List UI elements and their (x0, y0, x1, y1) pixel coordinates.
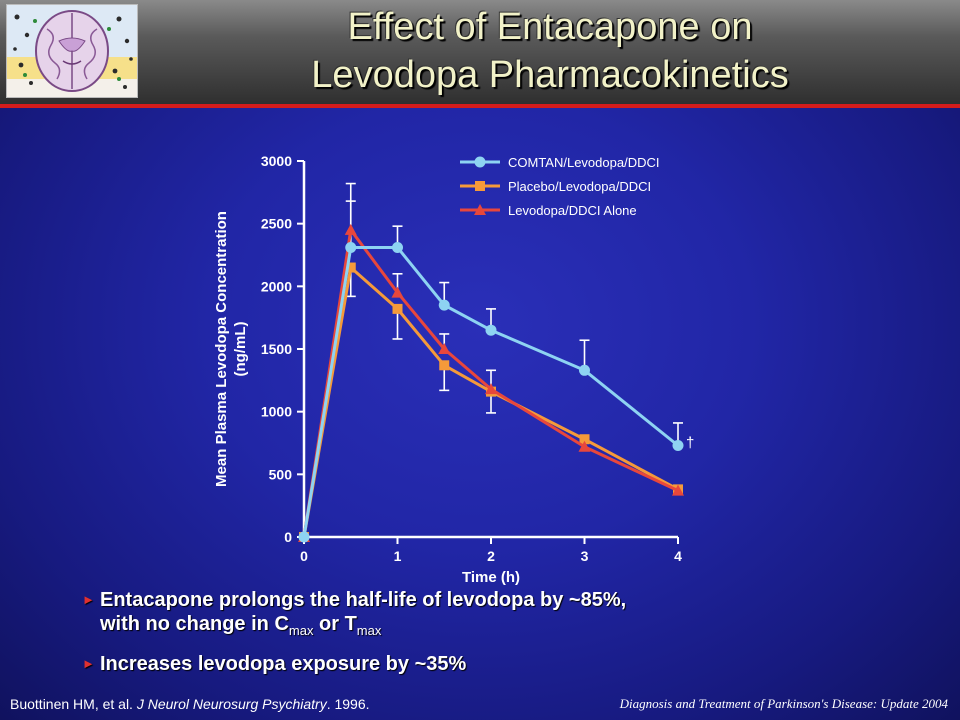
data-point-square (579, 434, 590, 445)
x-axis-label: Time (h) (462, 569, 520, 586)
x-tick-label: 3 (581, 548, 589, 564)
y-tick-label: 3000 (261, 153, 292, 169)
slide-title-line-1: Effect of Entacapone on (347, 6, 753, 48)
data-point-triangle (438, 343, 451, 354)
bullet-1-text-line-2: with no change in C (100, 613, 289, 635)
slide-header (0, 0, 960, 104)
data-point-circle (298, 531, 310, 543)
data-point-circle (438, 299, 450, 311)
data-point-triangle (485, 383, 497, 395)
slide-title-line-2: Levodopa Pharmacokinetics (311, 54, 789, 96)
data-point-circle (579, 364, 590, 376)
legend-label: Levodopa/DDCI Alone (508, 203, 637, 218)
brain-logo-image (6, 4, 138, 98)
x-tick-label: 0 (300, 548, 308, 564)
legend-marker-circle (474, 156, 486, 168)
citation-authors: Buottinen HM, et al. (10, 696, 137, 712)
footer-note: Diagnosis and Treatment of Parkinson's D… (619, 696, 948, 711)
x-tick-label: 1 (394, 548, 402, 564)
data-point-circle (345, 241, 357, 253)
y-tick-label: 0 (284, 529, 292, 545)
data-point-square (392, 303, 403, 314)
data-point-triangle (672, 484, 684, 496)
data-point-circle (672, 440, 684, 452)
legend-marker-square (475, 181, 485, 191)
y-tick-label: 500 (269, 466, 293, 482)
legend-label: COMTAN/Levodopa/DDCI (508, 155, 659, 170)
data-point-triangle (391, 286, 404, 298)
data-point-triangle (344, 223, 357, 235)
y-axis-label: Mean Plasma Levodopa Concentration (213, 211, 230, 487)
legend-marker-triangle (474, 204, 486, 215)
brain-illustration-icon (7, 5, 137, 97)
bullet-arrow-icon: ► (82, 592, 95, 607)
data-point-circle (485, 324, 497, 336)
y-tick-label: 2500 (261, 216, 292, 232)
cmax-subscript: max (288, 623, 314, 638)
tmax-subscript: max (356, 623, 382, 638)
bullet-1-text-line-1: Entacapone prolongs the half-life of lev… (100, 589, 627, 611)
bullet-item-exposure: ► Increases levodopa exposure by ~35% (82, 652, 782, 676)
data-point-square (345, 262, 356, 273)
bullet-1-text-or-t: or T (313, 613, 357, 635)
data-point-triangle (578, 440, 591, 452)
bullet-list: ► Entacapone prolongs the half-life of l… (82, 588, 782, 676)
chart-svg: 0 500 1000 1500 2000 2500 3000 0 1 2 3 4 Time (h) Mea… (213, 153, 694, 586)
x-tick-label: 2 (487, 548, 495, 564)
x-tick-label: 4 (674, 548, 682, 564)
citation-year: . 1996. (326, 696, 370, 712)
legend-label: Placebo/Levodopa/DDCI (508, 179, 651, 194)
y-tick-label: 2000 (261, 278, 292, 294)
bullet-2-text: Increases levodopa exposure by ~35% (100, 653, 467, 675)
data-point-circle (392, 241, 403, 253)
pharmacokinetics-chart: 0 500 1000 1500 2000 2500 3000 0 1 2 3 4 Time (h) Mea… (200, 140, 720, 590)
header-divider (0, 104, 960, 108)
dagger-annotation: † (686, 435, 694, 452)
bullet-item-half-life: ► Entacapone prolongs the half-life of l… (82, 588, 782, 643)
data-point-square (439, 360, 450, 371)
citation: Buottinen HM, et al. J Neurol Neurosurg … (10, 696, 370, 712)
y-tick-label: 1000 (261, 404, 292, 420)
bullet-arrow-icon: ► (82, 656, 95, 671)
y-tick-label: 1500 (261, 341, 292, 357)
citation-journal: J Neurol Neurosurg Psychiatry (136, 696, 327, 712)
y-axis-label-units: (ng/mL) (232, 322, 249, 377)
